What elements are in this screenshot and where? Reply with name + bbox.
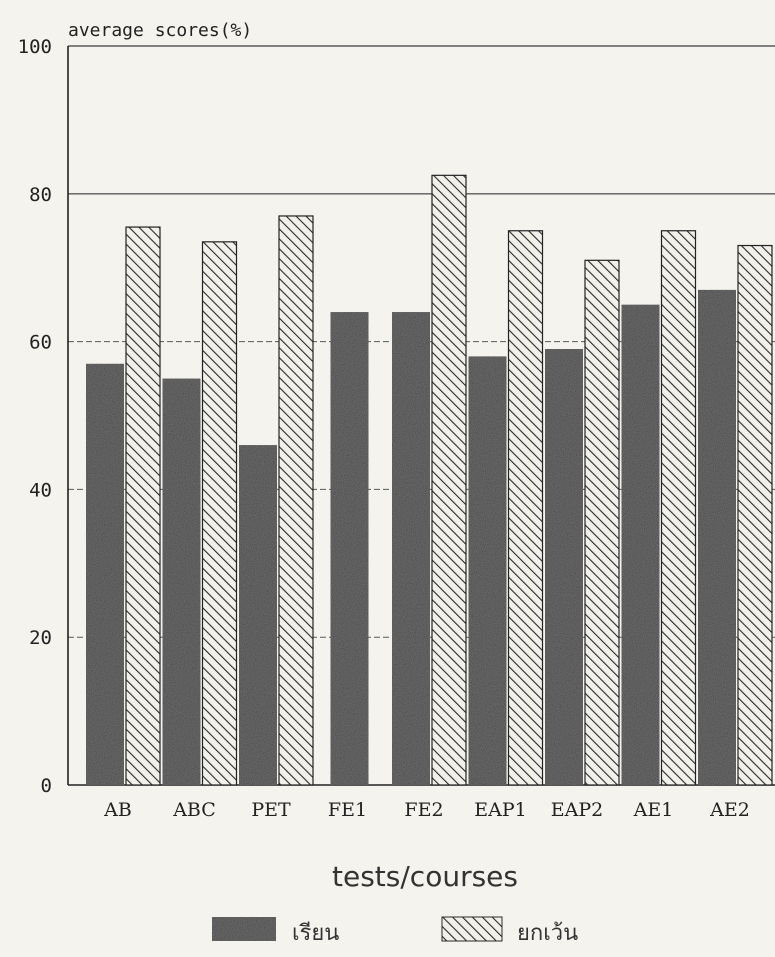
legend-swatch-hatch bbox=[441, 916, 503, 942]
y-tick-label: 100 bbox=[18, 36, 52, 58]
bars-layer bbox=[86, 174, 773, 786]
y-tick-label: 80 bbox=[29, 184, 52, 206]
x-tick-label: FE1 bbox=[328, 799, 367, 821]
bar-เรียน-FE2 bbox=[392, 312, 430, 785]
y-tick-label: 40 bbox=[29, 479, 52, 501]
y-axis-label: average scores(%) bbox=[68, 20, 252, 41]
x-tick-label: AE1 bbox=[633, 799, 674, 821]
bar-ยกเว้น-PET bbox=[278, 215, 314, 786]
x-tick-label: EAP2 bbox=[551, 799, 603, 821]
x-tick-label: EAP1 bbox=[474, 799, 526, 821]
bar-ยกเว้น-EAP2 bbox=[584, 259, 620, 786]
x-tick-labels: AB ABC PET FE1 FE2 EAP1 EAP2 AE1 AE2 bbox=[103, 799, 750, 821]
bar-เรียน-EAP1 bbox=[468, 356, 507, 785]
bar-ยกเว้น-FE2 bbox=[431, 174, 467, 786]
y-tick-label: 20 bbox=[29, 627, 52, 649]
y-tick-label: 0 bbox=[41, 775, 52, 797]
x-tick-label: AE2 bbox=[709, 799, 750, 821]
legend-label-series-1: เรียน bbox=[292, 921, 339, 946]
bar-เรียน-AE2 bbox=[698, 289, 736, 785]
bar-ยกเว้น-AE2 bbox=[737, 244, 773, 786]
legend-label-series-2: ยกเว้น bbox=[517, 921, 578, 946]
bar-เรียน-FE1 bbox=[330, 312, 369, 785]
y-tick-labels: 0 20 40 60 80 100 bbox=[18, 36, 52, 797]
bar-ยกเว้น-AB bbox=[125, 226, 161, 786]
x-tick-label: PET bbox=[251, 799, 291, 821]
x-tick-label: AB bbox=[103, 799, 132, 821]
bar-เรียน-AB bbox=[86, 363, 124, 785]
bar-เรียน-AE1 bbox=[621, 304, 660, 785]
legend: เรียน ยกเว้น bbox=[212, 916, 578, 946]
y-tick-label: 60 bbox=[29, 332, 52, 354]
bar-ยกเว้น-ABC bbox=[201, 241, 238, 786]
legend-swatch-stipple bbox=[212, 917, 276, 941]
x-tick-label: FE2 bbox=[404, 799, 443, 821]
bar-เรียน-PET bbox=[239, 445, 277, 785]
bar-เรียน-EAP2 bbox=[545, 348, 583, 785]
bar-ยกเว้น-EAP1 bbox=[507, 230, 544, 786]
bar-ยกเว้น-AE1 bbox=[660, 230, 697, 786]
bar-เรียน-ABC bbox=[162, 378, 201, 785]
x-axis-label: tests/courses bbox=[332, 860, 518, 893]
x-tick-label: ABC bbox=[172, 799, 216, 821]
